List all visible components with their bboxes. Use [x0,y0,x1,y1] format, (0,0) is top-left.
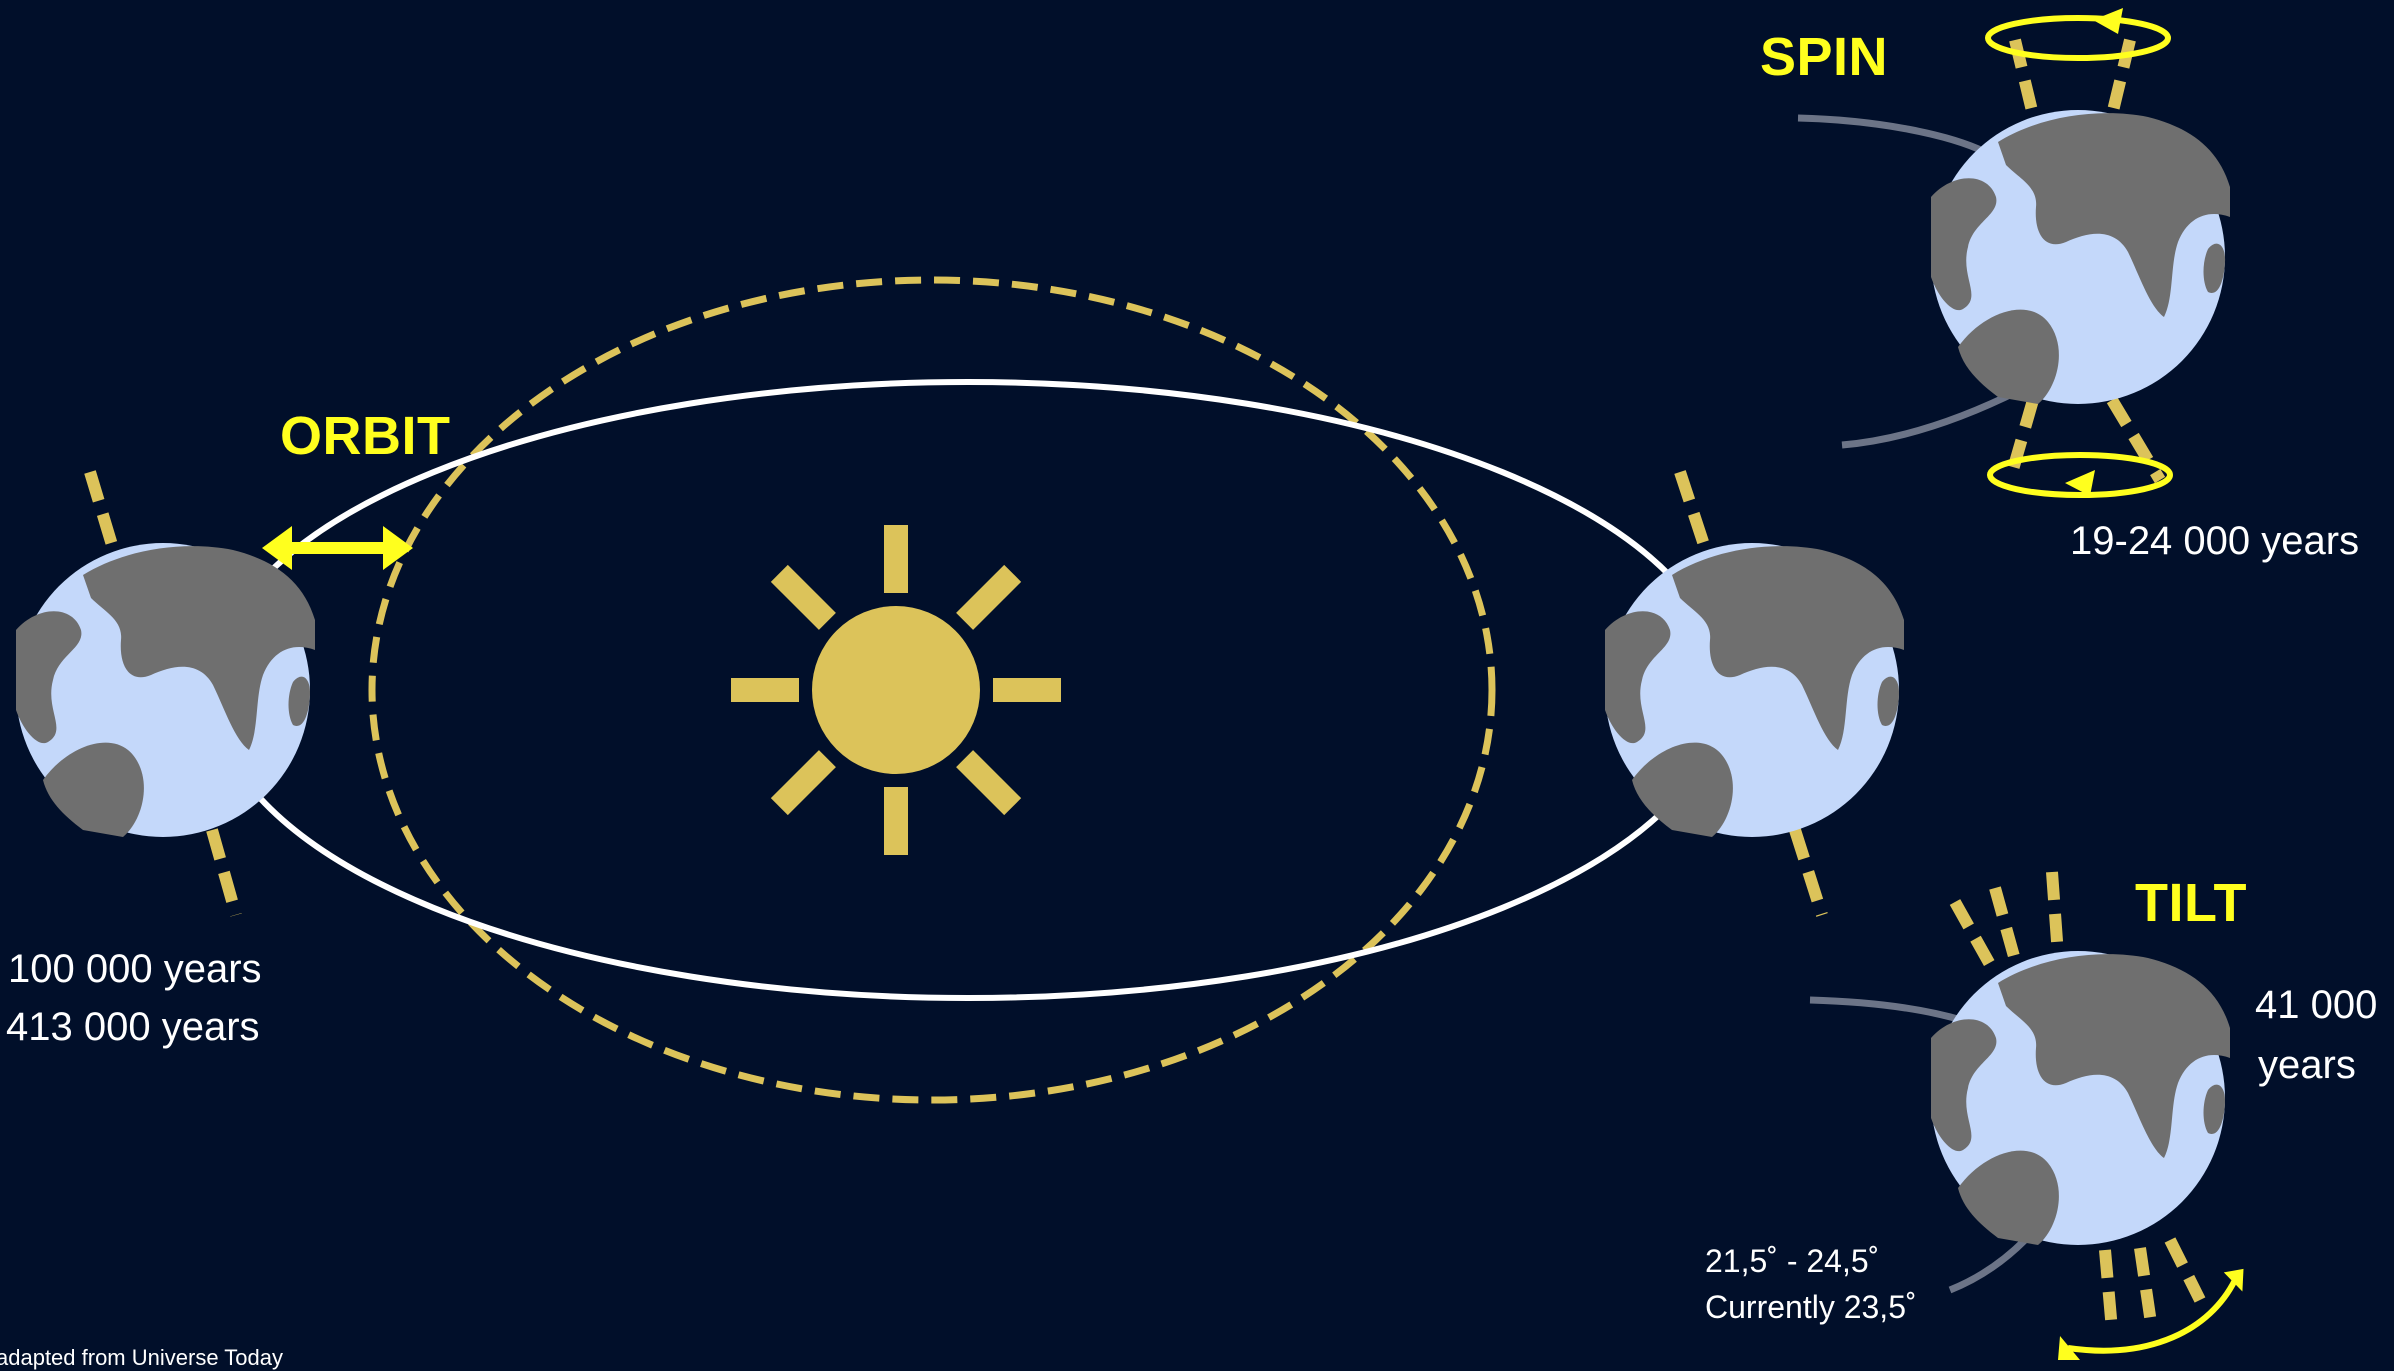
orbit-period-100000: 100 000 years [8,947,262,991]
earth-right-icon [1605,470,1904,917]
spin-period: 19-24 000 years [2070,519,2360,563]
earth-tilt-icon [1809,871,2244,1360]
orbit-period-413000: 413 000 years [6,1005,260,1049]
sun-icon [731,525,1061,855]
tilt-range: 21,5˚ - 24,5˚ [1705,1243,1880,1279]
orbit-title: ORBIT [280,406,451,466]
earth-spin-icon [1797,8,2230,498]
spin-title: SPIN [1760,27,1889,87]
eccentricity-arrow-icon [262,526,413,570]
earth-left-icon [16,470,315,917]
orbit-circular-dashed [368,276,1496,1104]
tilt-period-unit: years [2258,1043,2356,1087]
tilt-current: Currently 23,5˚ [1705,1289,1917,1325]
tilt-period-number: 41 000 [2255,983,2378,1027]
tilt-title: TILT [2135,873,2247,933]
credit-text: adapted from Universe Today [0,1345,283,1370]
